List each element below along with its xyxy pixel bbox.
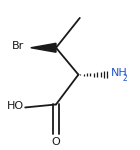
Text: Br: Br <box>11 41 24 51</box>
Text: NH: NH <box>111 68 127 78</box>
Polygon shape <box>31 43 56 52</box>
Text: 2: 2 <box>123 74 128 83</box>
Text: HO: HO <box>7 101 24 111</box>
Text: O: O <box>52 137 60 147</box>
